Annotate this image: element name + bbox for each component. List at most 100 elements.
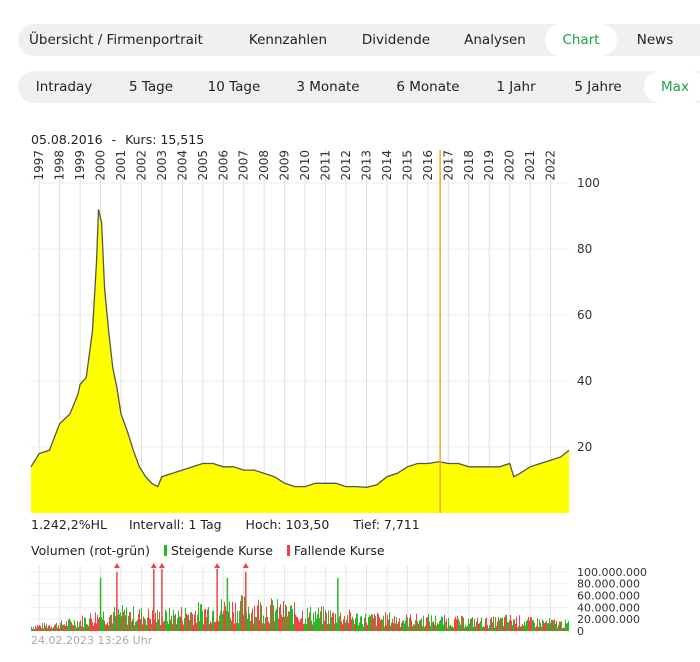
volume-bar xyxy=(294,602,295,631)
kurs-label: Kurs: xyxy=(125,132,157,147)
volume-bar xyxy=(401,623,402,631)
range-tab-max[interactable]: Max xyxy=(644,71,700,103)
volume-bar xyxy=(197,614,198,631)
range-tab-10-tage[interactable]: 10 Tage xyxy=(207,79,261,95)
volume-bar xyxy=(334,623,335,631)
volume-bar xyxy=(350,612,351,631)
volume-bar xyxy=(244,596,245,631)
volume-bar xyxy=(219,615,220,631)
volume-bar xyxy=(398,621,399,631)
volume-bar xyxy=(543,621,544,631)
volume-bar xyxy=(221,599,222,631)
volume-bar xyxy=(160,624,161,631)
volume-bar xyxy=(108,625,109,631)
volume-bar xyxy=(482,627,483,631)
volume-bar xyxy=(320,611,321,631)
volume-bar xyxy=(314,621,315,631)
volume-bar xyxy=(205,608,206,631)
volume-grid xyxy=(31,566,569,632)
volume-bar xyxy=(335,613,336,631)
volume-bar xyxy=(232,601,233,631)
volume-bar xyxy=(480,621,481,631)
volume-bar xyxy=(301,618,302,631)
volume-spikes xyxy=(99,563,339,631)
volume-bar xyxy=(256,616,257,631)
volume-bar xyxy=(536,626,537,631)
volume-bar xyxy=(56,622,57,631)
volume-bar xyxy=(127,624,128,631)
volume-bar xyxy=(174,615,175,631)
volume-bar xyxy=(450,624,451,631)
volume-bar xyxy=(384,626,385,631)
volume-bar xyxy=(120,612,121,631)
volume-bar xyxy=(514,619,515,631)
tab-chart[interactable]: Chart xyxy=(545,24,617,56)
volume-bar xyxy=(228,611,229,631)
volume-bar xyxy=(271,598,272,631)
volume-bar xyxy=(86,623,87,631)
volume-bar xyxy=(509,620,510,631)
volume-bar xyxy=(284,616,285,631)
volume-spike-arrow xyxy=(113,563,120,568)
range-tab-5-tage[interactable]: 5 Tage xyxy=(128,79,174,95)
volume-bar xyxy=(148,608,149,631)
volume-bar xyxy=(129,612,130,631)
volume-bar xyxy=(38,626,39,631)
volume-bar xyxy=(281,614,282,631)
volume-bar xyxy=(235,602,236,631)
volume-bar xyxy=(114,606,115,631)
volume-bar xyxy=(524,621,525,631)
volume-bar xyxy=(456,619,457,631)
volume-bar xyxy=(407,617,408,631)
volume-bar xyxy=(126,607,127,631)
volume-bar xyxy=(413,624,414,631)
volume-bar xyxy=(113,612,114,631)
volume-bar xyxy=(209,624,210,631)
volume-bar xyxy=(433,621,434,631)
volume-bar xyxy=(561,621,562,631)
volume-bar xyxy=(274,620,275,631)
volume-bar xyxy=(240,601,241,631)
volume-bar xyxy=(507,621,508,631)
volume-bar xyxy=(193,625,194,631)
range-tab-intraday[interactable]: Intraday xyxy=(35,79,93,95)
range-tab-1-jahr[interactable]: 1 Jahr xyxy=(496,79,536,95)
range-tab-6-monate[interactable]: 6 Monate xyxy=(396,79,460,95)
volume-bar xyxy=(528,616,529,631)
tab-news[interactable]: News xyxy=(636,32,674,48)
volume-bar xyxy=(66,621,67,631)
volume-bar xyxy=(488,628,489,631)
volume-bar xyxy=(498,616,499,631)
volume-bar xyxy=(104,620,105,631)
volume-bar xyxy=(279,607,280,631)
volume-bar xyxy=(220,611,221,631)
volume-bar xyxy=(159,612,160,631)
volume-bar xyxy=(257,605,258,631)
volume-bar xyxy=(118,609,119,631)
volume-bar xyxy=(451,626,452,631)
volume-bar xyxy=(132,619,133,631)
range-tab-5-jahre[interactable]: 5 Jahre xyxy=(574,79,622,95)
range-tab-3-monate[interactable]: 3 Monate xyxy=(296,79,360,95)
volume-bar xyxy=(204,609,205,631)
tab-analysen[interactable]: Analysen xyxy=(464,32,526,48)
volume-bar xyxy=(378,614,379,631)
volume-bar xyxy=(121,616,122,631)
volume-bar xyxy=(352,616,353,631)
volume-bar xyxy=(428,613,429,631)
year-tick-label: 2014 xyxy=(380,150,394,181)
price-axis-label: 80 xyxy=(577,242,592,256)
volume-bar xyxy=(239,611,240,631)
volume-bar xyxy=(136,621,137,631)
range-tab-bar: Intraday 5 Tage 10 Tage 3 Monate 6 Monat… xyxy=(18,71,700,103)
tab-uebersicht[interactable]: Übersicht / Firmenportrait xyxy=(29,32,203,48)
volume-bar xyxy=(510,614,511,631)
tab-dividende[interactable]: Dividende xyxy=(361,32,431,48)
tab-kennzahlen[interactable]: Kennzahlen xyxy=(248,32,328,48)
volume-bar xyxy=(305,618,306,631)
volume-bar xyxy=(248,606,249,631)
volume-bar xyxy=(199,620,200,631)
volume-bar xyxy=(169,608,170,631)
volume-bar xyxy=(52,628,53,631)
volume-bar xyxy=(116,607,117,631)
